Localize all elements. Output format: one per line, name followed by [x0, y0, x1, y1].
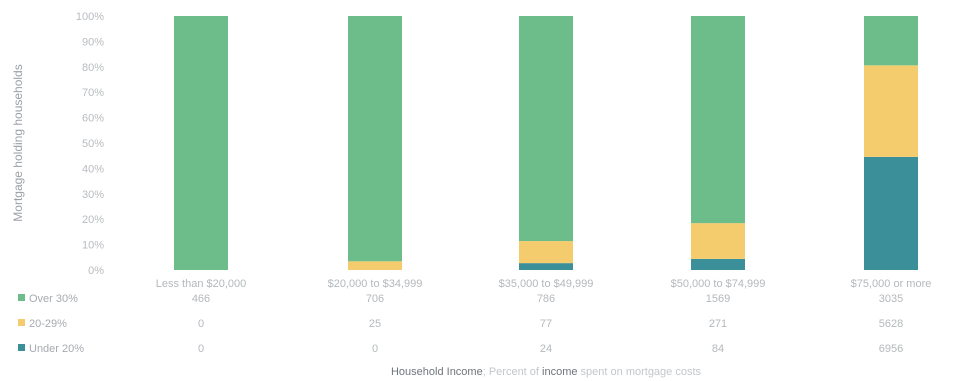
table-cell: 786	[537, 293, 555, 305]
y-tick-label: 0%	[88, 265, 104, 277]
table-cell: 5628	[879, 318, 903, 330]
bar-segment	[174, 16, 228, 270]
bar-segment	[691, 223, 745, 259]
y-tick-label: 100%	[76, 11, 104, 23]
category-label: $20,000 to $34,999	[328, 278, 423, 290]
legend-swatch	[18, 344, 25, 351]
category-label: $75,000 or more	[851, 278, 932, 290]
bars	[174, 16, 918, 270]
bar-segment	[691, 258, 745, 270]
x-axis-label: Household Income; Percent of income spen…	[391, 366, 702, 378]
table-cell: 25	[369, 318, 381, 330]
bar-segment	[348, 261, 402, 270]
bar-segment	[348, 16, 402, 262]
x-axis-label-part: income	[542, 366, 577, 378]
data-table: Over 30% 466 706 786 1569 3035 20-29% 0 25 77 271 5…	[18, 293, 903, 355]
bar-segment	[864, 16, 918, 66]
legend-label: 20-29%	[29, 318, 67, 330]
table-cell: 706	[366, 293, 384, 305]
y-tick-label: 10%	[82, 240, 104, 252]
y-axis-ticks: 0% 10% 20% 30% 40% 50% 60% 70% 80% 90% 100%	[76, 11, 104, 277]
bar-segment	[864, 65, 918, 157]
category-label: $50,000 to $74,999	[671, 278, 766, 290]
table-cell: 1569	[706, 293, 730, 305]
y-tick-label: 40%	[82, 163, 104, 175]
bar-segment	[519, 263, 573, 270]
legend-swatch	[18, 319, 25, 326]
legend-swatch	[18, 294, 25, 301]
y-tick-label: 80%	[82, 62, 104, 74]
y-axis-label: Mortgage holding households	[11, 64, 25, 221]
y-tick-label: 70%	[82, 87, 104, 99]
category-label: Less than $20,000	[156, 278, 247, 290]
bar-segment	[691, 16, 745, 224]
x-axis-label-part: Household Income	[391, 366, 483, 378]
legend-label: Under 20%	[29, 343, 84, 355]
table-cell: 0	[372, 343, 378, 355]
x-axis-title: Household Income; Percent of income spen…	[391, 366, 702, 378]
category-labels: Less than $20,000 $20,000 to $34,999 $35,0…	[156, 278, 932, 290]
y-tick-label: 50%	[82, 138, 104, 150]
legend-label: Over 30%	[29, 293, 78, 305]
bar-segment	[519, 241, 573, 264]
y-tick-label: 90%	[82, 36, 104, 48]
table-cell: 3035	[879, 293, 903, 305]
y-tick-label: 60%	[82, 113, 104, 125]
y-tick-label: 20%	[82, 214, 104, 226]
table-cell: 24	[540, 343, 552, 355]
table-cell: 6956	[879, 343, 903, 355]
table-cell: 271	[709, 318, 727, 330]
x-axis-label-part: ; Percent of	[483, 366, 542, 378]
bar-segment	[864, 156, 918, 270]
table-cell: 0	[198, 343, 204, 355]
x-axis-label-part: spent on mortgage costs	[578, 366, 702, 378]
y-tick-label: 30%	[82, 189, 104, 201]
table-cell: 77	[540, 318, 552, 330]
table-cell: 84	[712, 343, 724, 355]
table-cell: 466	[192, 293, 210, 305]
table-cell: 0	[198, 318, 204, 330]
category-label: $35,000 to $49,999	[499, 278, 594, 290]
bar-segment	[519, 16, 573, 242]
y-axis-title: Mortgage holding households	[11, 64, 25, 221]
